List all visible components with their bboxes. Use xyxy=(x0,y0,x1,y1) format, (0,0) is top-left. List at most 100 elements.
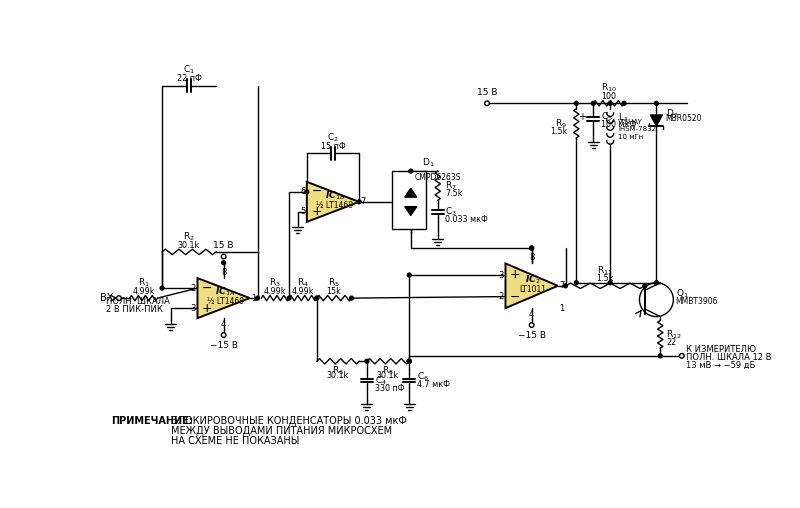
Text: 4.99k: 4.99k xyxy=(292,287,314,296)
Circle shape xyxy=(117,296,122,300)
Text: R$_4$: R$_4$ xyxy=(297,276,309,289)
Circle shape xyxy=(591,102,595,105)
Text: ½ LT1469: ½ LT1469 xyxy=(316,201,353,210)
Text: D$_2$: D$_2$ xyxy=(666,107,678,120)
Text: 15 В: 15 В xyxy=(477,88,498,97)
Text: −15 В: −15 В xyxy=(210,341,238,350)
Polygon shape xyxy=(650,115,662,126)
Text: C$_4$: C$_4$ xyxy=(374,374,386,387)
Text: C$_3$: C$_3$ xyxy=(446,206,458,218)
Circle shape xyxy=(654,281,658,284)
Text: 4: 4 xyxy=(529,310,534,319)
Text: 10 мГн: 10 мГн xyxy=(618,134,643,140)
Circle shape xyxy=(256,296,259,300)
Circle shape xyxy=(608,281,612,284)
Text: 6: 6 xyxy=(300,187,306,197)
Text: C$_1$: C$_1$ xyxy=(183,64,195,76)
Circle shape xyxy=(222,333,226,337)
Text: 330 пФ: 330 пФ xyxy=(374,384,404,393)
Text: R$_{10}$: R$_{10}$ xyxy=(601,82,617,94)
Text: C$_2$: C$_2$ xyxy=(327,132,339,144)
Polygon shape xyxy=(506,264,558,308)
Circle shape xyxy=(643,284,646,288)
Text: 7.5k: 7.5k xyxy=(446,189,463,198)
Text: ПРИМЕЧАНИЕ:: ПРИМЕЧАНИЕ: xyxy=(111,417,193,426)
Circle shape xyxy=(358,200,361,204)
Polygon shape xyxy=(405,188,417,197)
Text: C$_6$: C$_6$ xyxy=(417,370,429,383)
Circle shape xyxy=(407,359,411,363)
Text: 1: 1 xyxy=(251,294,257,303)
Text: +: + xyxy=(311,205,322,218)
Text: 0.033 мкФ: 0.033 мкФ xyxy=(446,215,488,224)
Text: R$_{11}$: R$_{11}$ xyxy=(597,264,613,276)
Text: R$_3$: R$_3$ xyxy=(270,276,281,289)
Text: 22: 22 xyxy=(666,337,677,346)
Text: R$_5$: R$_5$ xyxy=(328,276,340,289)
Text: 5: 5 xyxy=(300,207,306,216)
Circle shape xyxy=(365,359,369,363)
Circle shape xyxy=(222,254,226,259)
Text: Q$_1$: Q$_1$ xyxy=(676,287,688,300)
Circle shape xyxy=(530,323,534,327)
Text: IC$_{1B}$: IC$_{1B}$ xyxy=(325,189,345,202)
Text: 3: 3 xyxy=(190,304,196,312)
Circle shape xyxy=(407,359,411,363)
Text: ВХ.: ВХ. xyxy=(100,293,117,303)
Text: MMBT3906: MMBT3906 xyxy=(676,298,718,306)
Text: НА СХЕМЕ НЕ ПОКАЗАНЫ: НА СХЕМЕ НЕ ПОКАЗАНЫ xyxy=(171,436,300,447)
Text: 2: 2 xyxy=(498,292,504,301)
Text: D$_1$: D$_1$ xyxy=(422,156,434,169)
Text: 8: 8 xyxy=(221,268,226,276)
Polygon shape xyxy=(307,182,359,222)
Text: +: + xyxy=(578,112,586,122)
Text: 30.1k: 30.1k xyxy=(377,371,398,380)
Text: 13 мВ → −59 дБ: 13 мВ → −59 дБ xyxy=(686,361,755,370)
Circle shape xyxy=(409,169,413,173)
Text: 4.7 мкФ: 4.7 мкФ xyxy=(417,380,450,389)
Text: 4.99k: 4.99k xyxy=(264,287,286,296)
Text: 1: 1 xyxy=(559,304,565,312)
Circle shape xyxy=(407,273,411,277)
Circle shape xyxy=(679,354,684,358)
Text: 1.5k: 1.5k xyxy=(596,274,614,283)
Circle shape xyxy=(574,102,578,105)
Text: MBR0520: MBR0520 xyxy=(666,114,702,123)
Text: LT1011: LT1011 xyxy=(520,285,546,294)
Circle shape xyxy=(530,246,534,250)
Text: ПОЛН. ШКАЛА: ПОЛН. ШКАЛА xyxy=(106,298,170,306)
Circle shape xyxy=(658,354,662,358)
Text: 15k: 15k xyxy=(326,287,342,296)
Text: R$_8$: R$_8$ xyxy=(382,364,394,377)
Text: C$_5$: C$_5$ xyxy=(601,111,613,123)
Text: IC$_{1A}$: IC$_{1A}$ xyxy=(215,285,235,298)
Circle shape xyxy=(654,102,658,105)
Circle shape xyxy=(574,281,578,284)
FancyBboxPatch shape xyxy=(392,171,426,229)
Text: 2 В ПИК-ПИК: 2 В ПИК-ПИК xyxy=(106,305,162,314)
Text: R$_1$: R$_1$ xyxy=(138,276,150,289)
Text: R$_{12}$: R$_{12}$ xyxy=(666,328,682,340)
Text: 3: 3 xyxy=(498,271,504,279)
Text: 4: 4 xyxy=(221,320,226,329)
Circle shape xyxy=(287,296,291,300)
Text: CMPD6263S: CMPD6263S xyxy=(414,173,461,182)
Text: 22 пФ: 22 пФ xyxy=(177,74,202,83)
Circle shape xyxy=(608,102,612,105)
Text: ½ LT1469: ½ LT1469 xyxy=(206,298,244,306)
Circle shape xyxy=(407,359,411,363)
Text: 4.99k: 4.99k xyxy=(132,287,155,296)
Circle shape xyxy=(639,283,674,316)
Text: R$_6$: R$_6$ xyxy=(331,364,344,377)
Text: −: − xyxy=(311,185,322,198)
Circle shape xyxy=(564,284,567,288)
Text: L$_1$: L$_1$ xyxy=(618,111,629,123)
Text: 7: 7 xyxy=(361,198,366,206)
Text: +: + xyxy=(202,302,213,314)
Text: 1.5k: 1.5k xyxy=(550,126,567,136)
Text: −15 В: −15 В xyxy=(518,331,546,340)
Text: R$_9$: R$_9$ xyxy=(555,117,567,130)
Text: БЛОКИРОВОЧНЫЕ КОНДЕНСАТОРЫ 0.033 мкФ: БЛОКИРОВОЧНЫЕ КОНДЕНСАТОРЫ 0.033 мкФ xyxy=(171,416,407,426)
Circle shape xyxy=(305,190,309,194)
Text: +: + xyxy=(510,268,521,281)
